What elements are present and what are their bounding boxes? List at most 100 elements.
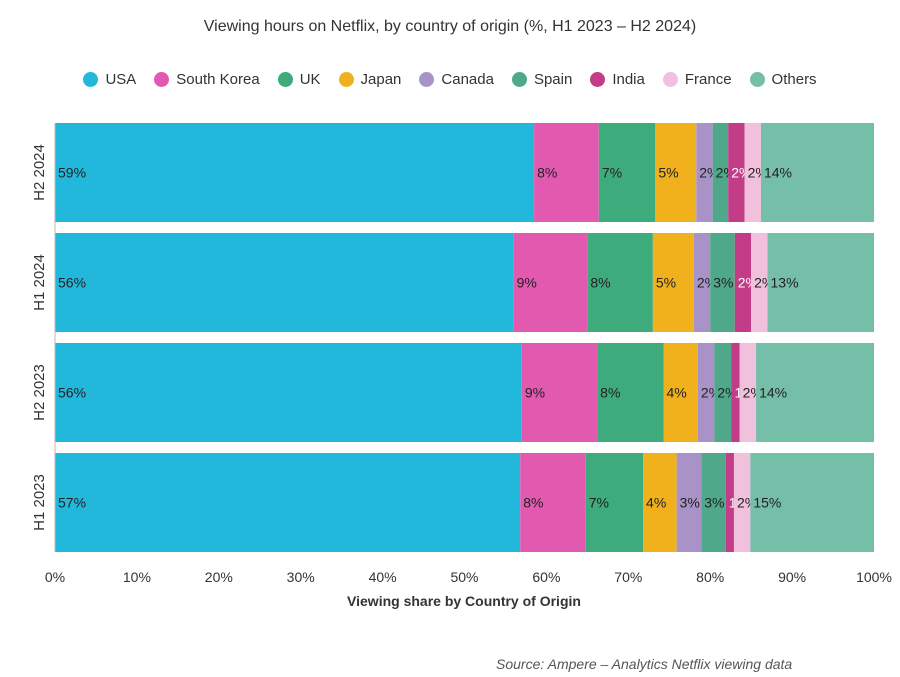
bar-data-label: 57%: [58, 495, 86, 511]
bar-segment[interactable]: [712, 123, 729, 222]
legend-item-france[interactable]: France: [662, 71, 732, 88]
bar-segment[interactable]: [663, 343, 698, 442]
bar-data-label: 14%: [764, 165, 792, 181]
legend-item-others[interactable]: Others: [749, 71, 817, 88]
category-label: H1 2023: [31, 474, 48, 531]
bar-segment[interactable]: [534, 123, 599, 222]
category-label: H2 2023: [31, 364, 48, 421]
bar-segment[interactable]: [643, 453, 677, 552]
legend-label: USA: [105, 71, 137, 88]
legend-label: France: [684, 71, 732, 88]
legend-item-japan[interactable]: Japan: [338, 71, 402, 88]
bar-data-label: 8%: [537, 165, 557, 181]
legend-swatch: [338, 72, 354, 87]
bar-segment[interactable]: [739, 343, 757, 442]
bar-data-label: 4%: [646, 495, 666, 511]
bar-data-label: 14%: [759, 385, 787, 401]
legend-item-india[interactable]: India: [590, 71, 645, 88]
bar-segment[interactable]: [652, 233, 694, 332]
bar-segment[interactable]: [697, 343, 715, 442]
legend-item-usa[interactable]: USA: [83, 71, 136, 88]
legend-label: Spain: [533, 71, 573, 88]
bar-segment[interactable]: [696, 123, 713, 222]
bar-segment[interactable]: [55, 453, 521, 552]
bar-segment[interactable]: [725, 453, 734, 552]
legend-swatch: [511, 72, 527, 87]
x-tick-label: 100%: [856, 569, 892, 585]
bar-data-label: 8%: [600, 385, 620, 401]
bar-data-label: 15%: [753, 495, 781, 511]
legend-swatch: [83, 72, 99, 87]
chart-title: Viewing hours on Netflix, by country of …: [203, 18, 697, 35]
bar-segment[interactable]: [731, 343, 740, 442]
bar-segment[interactable]: [750, 453, 874, 552]
bar-data-label: 3%: [704, 495, 724, 511]
legend-label: UK: [299, 71, 321, 88]
legend-item-south-korea[interactable]: South Korea: [154, 71, 260, 88]
source-note: Source: Ampere – Analytics Netflix viewi…: [496, 656, 793, 672]
bar-segment[interactable]: [767, 233, 874, 332]
bar-segment[interactable]: [520, 453, 586, 552]
bar-segment[interactable]: [585, 453, 644, 552]
legend-label: Canada: [441, 71, 494, 88]
bar-segment[interactable]: [55, 233, 514, 332]
legend-swatch: [749, 72, 765, 87]
bar-segment[interactable]: [597, 343, 664, 442]
bar-segment[interactable]: [728, 123, 745, 222]
bar-segment[interactable]: [513, 233, 588, 332]
bar-segment[interactable]: [655, 123, 697, 222]
bar-segment[interactable]: [701, 453, 726, 552]
legend-label: South Korea: [176, 71, 260, 88]
x-tick-label: 50%: [450, 569, 478, 585]
x-axis-title: Viewing share by Country of Origin: [347, 593, 581, 609]
bar-segment[interactable]: [710, 233, 735, 332]
legend-swatch: [590, 72, 606, 87]
x-tick-label: 30%: [287, 569, 315, 585]
bar-data-label: 56%: [58, 275, 86, 291]
bar-segment[interactable]: [521, 343, 598, 442]
legend-label: India: [612, 71, 645, 88]
bar-data-label: 8%: [523, 495, 543, 511]
x-tick-label: 80%: [696, 569, 724, 585]
x-tick-label: 40%: [369, 569, 397, 585]
bar-data-label: 7%: [602, 165, 622, 181]
legend-item-canada[interactable]: Canada: [419, 71, 494, 88]
bar-segment[interactable]: [756, 343, 874, 442]
bar-segment[interactable]: [744, 123, 761, 222]
legend-label: Japan: [360, 71, 402, 88]
bar-segment[interactable]: [714, 343, 732, 442]
bar-segment[interactable]: [734, 233, 752, 332]
bar-data-label: 56%: [58, 385, 86, 401]
legend-swatch: [419, 72, 435, 87]
bar-segment[interactable]: [760, 123, 874, 222]
bar-data-label: 8%: [590, 275, 610, 291]
bar-segment[interactable]: [55, 343, 522, 442]
x-tick-label: 0%: [45, 569, 65, 585]
bar-segment[interactable]: [751, 233, 768, 332]
category-label: H2 2024: [31, 144, 48, 201]
legend-item-spain[interactable]: Spain: [511, 71, 573, 88]
bar-segment[interactable]: [55, 123, 535, 222]
legend-swatch: [662, 72, 678, 87]
legend-label: Others: [771, 71, 817, 88]
x-tick-label: 70%: [614, 569, 642, 585]
bar-data-label: 3%: [680, 495, 700, 511]
bar-segment[interactable]: [676, 453, 702, 552]
bar-data-label: 9%: [517, 275, 537, 291]
bar-segment[interactable]: [693, 233, 711, 332]
bar-data-label: 5%: [656, 275, 676, 291]
x-tick-label: 90%: [778, 569, 806, 585]
bar-data-label: 4%: [667, 385, 687, 401]
bar-data-label: 9%: [525, 385, 545, 401]
bar-data-label: 13%: [771, 275, 799, 291]
category-label: H1 2024: [31, 254, 48, 311]
bar-segment[interactable]: [587, 233, 653, 332]
legend-swatch: [277, 72, 293, 87]
bar-data-label: 5%: [658, 165, 678, 181]
legend-item-uk[interactable]: UK: [277, 71, 321, 88]
legend-swatch: [154, 72, 170, 87]
bar-data-label: 7%: [589, 495, 609, 511]
bar-segment[interactable]: [733, 453, 751, 552]
bar-segment[interactable]: [598, 123, 656, 222]
